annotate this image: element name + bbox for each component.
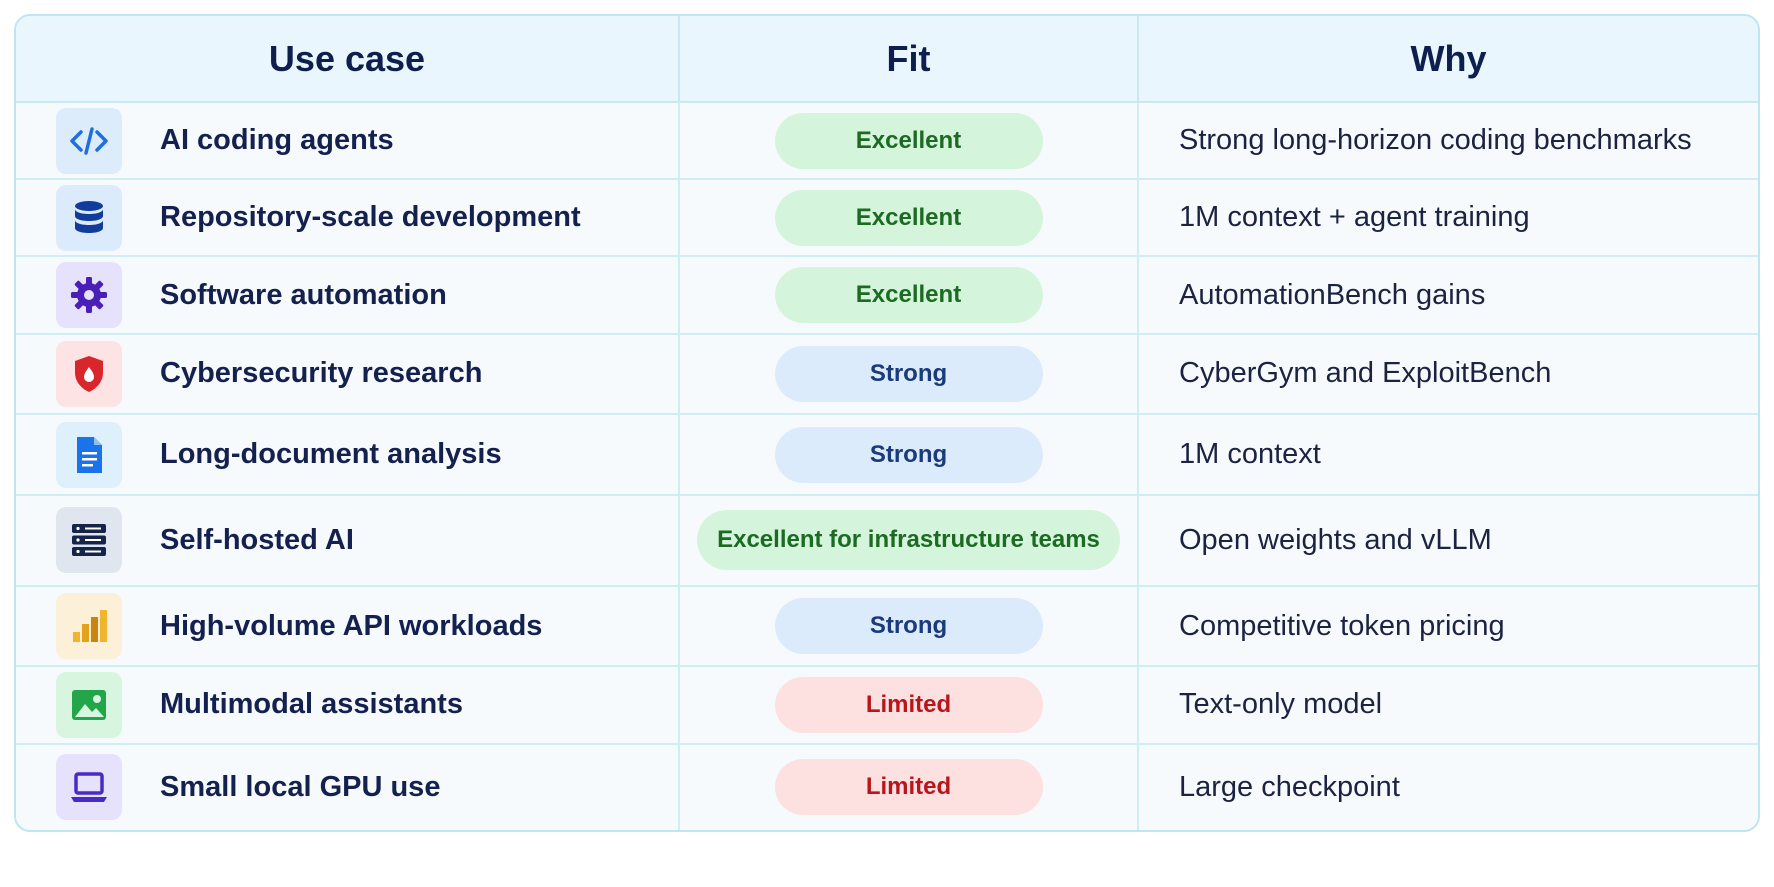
fit-cell: Limited [679,743,1139,830]
fit-cell: Excellent [679,256,1139,334]
shield-icon [56,340,122,407]
use-case-label: Cybersecurity research [160,357,483,390]
why-cell: 1M context + agent training [1179,201,1530,234]
fit-cell: Excellent [679,102,1139,180]
table-header-row: Use case Fit Why [16,16,1758,103]
use-case-cell: Long-document analysis [16,414,680,495]
table-row: Multimodal assistants Limited Text-only … [16,666,1758,744]
table-row: Self-hosted AI Excellent for infrastruct… [16,494,1758,586]
use-case-label: Self-hosted AI [160,523,354,556]
header-use-case: Use case [16,16,680,103]
fit-badge: Excellent [774,112,1043,169]
table-row: Long-document analysis Strong 1M context [16,414,1758,495]
why-cell: Open weights and vLLM [1179,523,1492,556]
use-case-cell: Multimodal assistants [16,666,680,744]
why-cell: Text-only model [1179,688,1383,721]
use-case-label: Multimodal assistants [160,688,463,721]
fit-cell: Strong [679,414,1139,495]
bar-chart-icon [56,593,122,660]
why-cell: AutomationBench gains [1179,278,1486,311]
use-case-cell: Repository-scale development [16,179,680,257]
table-row: Cybersecurity research Strong CyberGym a… [16,333,1758,415]
fit-badge: Excellent [774,189,1043,246]
fit-badge: Strong [774,345,1043,402]
why-cell: Competitive token pricing [1179,609,1505,642]
document-icon [56,421,122,488]
use-case-table: Use case Fit Why AI coding agents Excell… [14,14,1760,832]
code-icon [56,107,122,174]
laptop-icon [56,754,122,821]
server-icon [56,507,122,574]
fit-badge: Strong [774,426,1043,483]
why-cell: 1M context [1179,438,1321,471]
table-row: Small local GPU use Limited Large checkp… [16,743,1758,830]
fit-badge: Limited [774,676,1043,733]
gear-icon [56,262,122,329]
use-case-cell: Small local GPU use [16,743,680,830]
fit-badge: Limited [774,759,1043,816]
image-icon [56,671,122,738]
table-row: Repository-scale development Excellent 1… [16,179,1758,257]
why-cell: CyberGym and ExploitBench [1179,357,1552,390]
use-case-cell: Self-hosted AI [16,494,680,586]
why-cell: Large checkpoint [1179,770,1400,803]
use-case-label: AI coding agents [160,124,394,157]
use-case-label: Long-document analysis [160,438,502,471]
fit-table: Use case Fit Why AI coding agents Excell… [16,16,1758,830]
fit-badge: Excellent for infrastructure teams [697,510,1120,571]
use-case-label: Software automation [160,278,447,311]
use-case-cell: Software automation [16,256,680,334]
table-row: AI coding agents Excellent Strong long-h… [16,102,1758,180]
use-case-cell: High-volume API workloads [16,585,680,667]
use-case-cell: Cybersecurity research [16,333,680,415]
header-fit: Fit [679,16,1139,103]
use-case-label: High-volume API workloads [160,609,543,642]
why-cell: Strong long-horizon coding benchmarks [1179,124,1692,157]
use-case-cell: AI coding agents [16,102,680,180]
fit-cell: Excellent [679,179,1139,257]
header-why: Why [1138,16,1758,103]
use-case-label: Small local GPU use [160,770,441,803]
table-row: High-volume API workloads Strong Competi… [16,585,1758,667]
use-case-label: Repository-scale development [160,201,581,234]
fit-badge: Strong [774,598,1043,655]
fit-cell: Limited [679,666,1139,744]
fit-cell: Excellent for infrastructure teams [679,494,1139,586]
fit-badge: Excellent [774,267,1043,324]
database-icon [56,184,122,251]
fit-cell: Strong [679,333,1139,415]
fit-cell: Strong [679,585,1139,667]
table-row: Software automation Excellent Automation… [16,256,1758,334]
